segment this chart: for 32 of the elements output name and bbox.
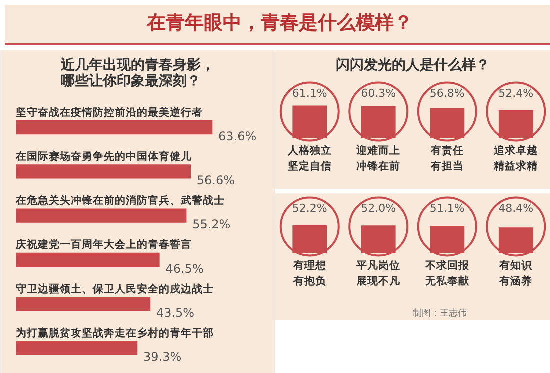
- y-tick-label: 为打赢脱贫攻坚战奔走在乡村的青年干部: [16, 326, 214, 340]
- text: 在青年眼中，青春是什么模样？: [147, 11, 413, 36]
- x-tick-label: 不求回报无私奉献: [424, 258, 470, 288]
- x-tick-label: 迎难而上冲锋在前: [356, 144, 401, 173]
- data-label: 61.1%: [292, 87, 328, 100]
- x-tick-label: 人格独立坚定自信: [286, 144, 332, 173]
- data-label: 52.2%: [292, 202, 328, 216]
- data-label: 63.6%: [218, 129, 257, 144]
- y-tick-label: 守卫边疆领土、保卫人民安全的戍边战士: [16, 282, 214, 296]
- data-label: 60.3%: [361, 87, 396, 100]
- y-tick-label: 庆祝建党一百周年大会上的青春誓言: [15, 238, 192, 252]
- x-tick-label: 有知识有涵养: [498, 258, 534, 288]
- x-tick-label: 平凡岗位展现不凡: [356, 258, 401, 288]
- data-label: 46.5%: [166, 262, 204, 276]
- data-label: 39.3%: [143, 350, 182, 364]
- data-label: 52.0%: [361, 202, 396, 216]
- data-label: 48.4%: [498, 202, 534, 216]
- data-label: 43.5%: [156, 306, 195, 320]
- data-label: 51.1%: [430, 202, 465, 216]
- data-label: 56.8%: [430, 87, 465, 100]
- data-label: 52.4%: [498, 87, 534, 100]
- chart-title: 近几年出现的青春身影，哪些让你印象最深刻？: [60, 56, 215, 90]
- text: 制图：王志伟: [413, 308, 467, 320]
- x-tick-label: 追求卓越精益求精: [493, 144, 538, 173]
- data-label: 56.6%: [196, 174, 236, 188]
- chart-title: 闪闪发光的人是什么样？: [336, 58, 490, 74]
- x-tick-label: 有理想有抱负: [292, 258, 328, 288]
- y-tick-label: 坚守奋战在疫情防控前沿的最美逆行者: [15, 106, 204, 119]
- y-tick-label: 在国际赛场奋勇争先的中国体育健儿: [15, 150, 194, 163]
- data-label: 55.2%: [192, 218, 231, 232]
- x-tick-label: 有责任有担当: [430, 144, 464, 173]
- y-tick-label: 在危急关头冲锋在前的消防官兵、武警战士: [15, 194, 226, 208]
